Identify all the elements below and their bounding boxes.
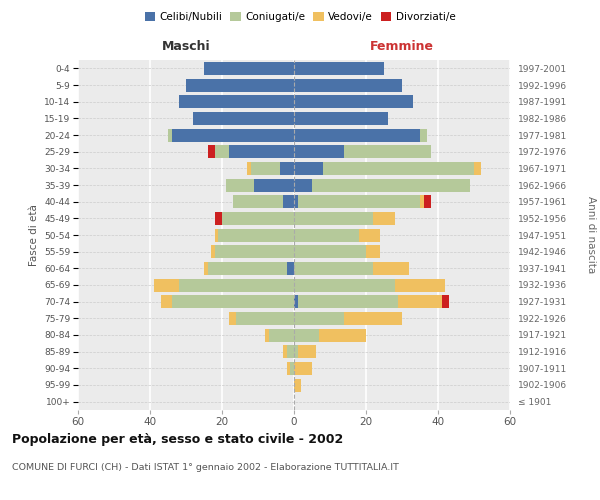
Bar [294,95,413,108]
Bar [294,112,388,125]
Bar [215,245,294,258]
Bar [283,345,287,358]
Bar [359,228,380,241]
Bar [287,362,290,375]
Bar [280,162,294,175]
Bar [420,128,427,141]
Bar [287,345,294,358]
Bar [298,295,398,308]
Bar [208,262,287,275]
Bar [294,212,373,225]
Bar [172,295,294,308]
Bar [236,312,294,325]
Bar [294,162,323,175]
Bar [168,128,172,141]
Text: COMUNE DI FURCI (CH) - Dati ISTAT 1° gennaio 2002 - Elaborazione TUTTITALIA.IT: COMUNE DI FURCI (CH) - Dati ISTAT 1° gen… [12,462,399,471]
Bar [294,178,312,192]
Bar [294,362,312,375]
Bar [269,328,294,342]
Bar [290,362,294,375]
Bar [294,195,298,208]
Bar [222,212,294,225]
Bar [287,262,294,275]
Y-axis label: Anni di nascita: Anni di nascita [586,196,596,274]
Bar [373,262,409,275]
Bar [215,212,222,225]
Bar [298,345,316,358]
Bar [294,62,384,75]
Bar [283,195,294,208]
Bar [193,112,294,125]
Bar [186,78,294,92]
Bar [233,195,283,208]
Bar [204,62,294,75]
Bar [442,295,449,308]
Text: Popolazione per età, sesso e stato civile - 2002: Popolazione per età, sesso e stato civil… [12,432,343,446]
Y-axis label: Fasce di età: Fasce di età [29,204,38,266]
Bar [172,128,294,141]
Bar [294,345,298,358]
Text: Maschi: Maschi [161,40,211,53]
Bar [215,145,229,158]
Bar [323,162,474,175]
Bar [179,95,294,108]
Bar [179,278,294,291]
Bar [373,212,395,225]
Bar [395,278,445,291]
Bar [294,262,373,275]
Bar [247,162,251,175]
Bar [294,145,344,158]
Bar [204,262,208,275]
Bar [208,145,215,158]
Bar [161,295,172,308]
Bar [344,145,431,158]
Bar [474,162,481,175]
Text: Femmine: Femmine [370,40,434,53]
Bar [211,245,215,258]
Bar [294,378,301,392]
Bar [218,228,294,241]
Bar [265,328,269,342]
Bar [319,328,366,342]
Bar [424,195,431,208]
Bar [215,228,218,241]
Bar [294,78,402,92]
Bar [294,278,395,291]
Bar [294,328,319,342]
Bar [294,228,359,241]
Bar [154,278,179,291]
Bar [344,312,402,325]
Bar [229,312,236,325]
Bar [251,162,280,175]
Bar [312,178,470,192]
Bar [366,245,380,258]
Bar [229,145,294,158]
Bar [294,128,420,141]
Legend: Celibi/Nubili, Coniugati/e, Vedovi/e, Divorziati/e: Celibi/Nubili, Coniugati/e, Vedovi/e, Di… [140,8,460,26]
Bar [398,295,442,308]
Bar [298,195,420,208]
Bar [294,295,298,308]
Bar [226,178,254,192]
Bar [254,178,294,192]
Bar [294,312,344,325]
Bar [420,195,424,208]
Bar [294,245,366,258]
